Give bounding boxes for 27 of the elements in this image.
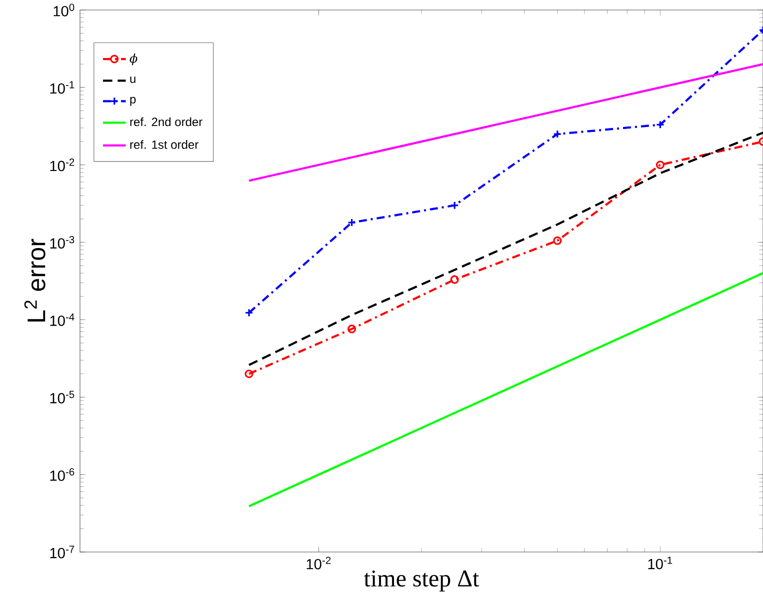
point <box>244 370 254 378</box>
line-series <box>248 63 763 182</box>
y-tick-label: 10$^{-2}$ <box>50 158 74 172</box>
legend-label: ϕ <box>130 53 138 66</box>
point <box>450 201 459 210</box>
line-series <box>248 272 763 508</box>
y-tick-label: 10$^{-7}$ <box>50 546 74 558</box>
y-tick-label: 10$^{-5}$ <box>50 390 74 404</box>
point <box>348 218 356 227</box>
y-tick-label: 10$^{0}$ <box>54 4 74 16</box>
legend-label: ref. 1st order <box>130 140 198 149</box>
point <box>656 120 664 129</box>
point <box>244 308 254 318</box>
y-tick-label: 10$^{-1}$ <box>50 81 74 94</box>
point <box>348 324 356 334</box>
y-tick-label: 10$^{-4}$ <box>50 313 74 326</box>
y-tick-label: 10$^{-6}$ <box>50 468 74 481</box>
legend-label: ref. 2nd order <box>130 117 202 126</box>
point <box>450 275 459 284</box>
point <box>656 160 664 170</box>
x-axis-title: time step Δt <box>364 570 480 592</box>
point <box>553 130 562 138</box>
point <box>553 236 562 245</box>
legend-label: p <box>130 96 136 106</box>
legend-label: u <box>130 76 136 84</box>
y-axis-title: L$^{2}$ error <box>24 238 46 322</box>
y-tick-label: 10$^{-3}$ <box>50 236 74 249</box>
